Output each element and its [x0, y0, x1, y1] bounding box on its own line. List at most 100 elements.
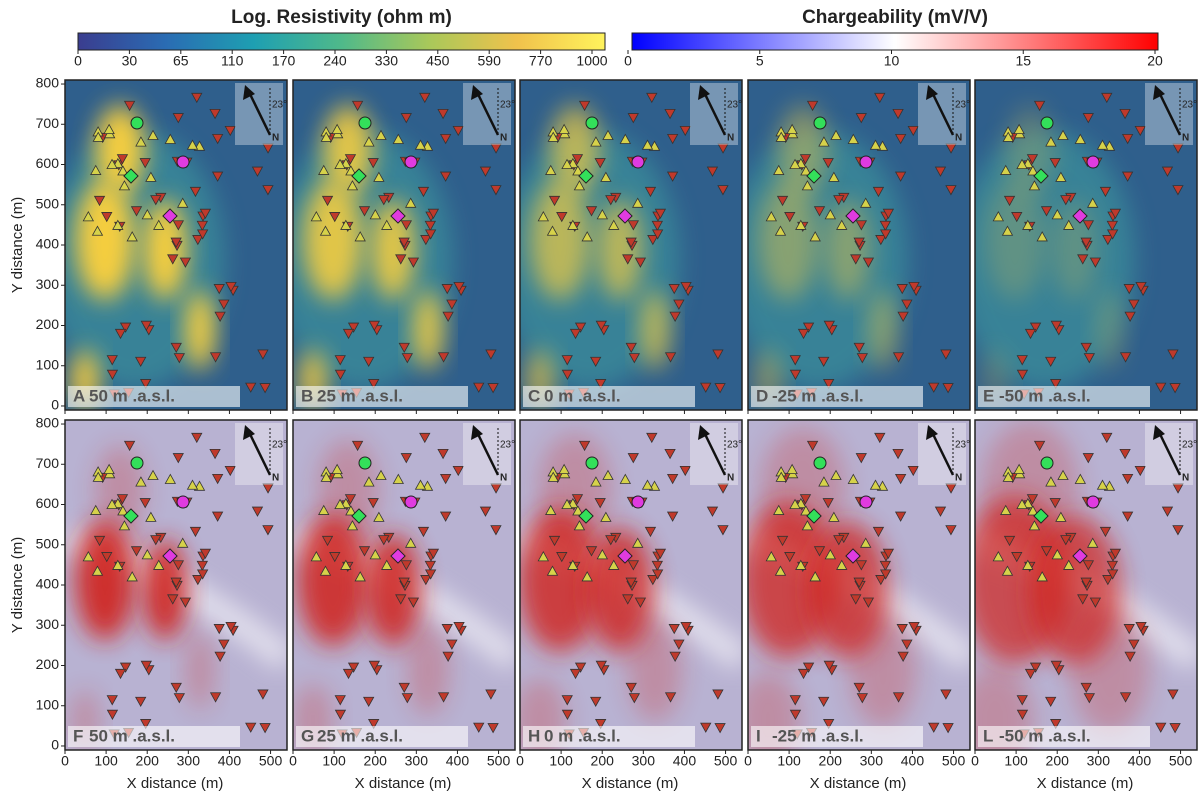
well-marker: [1041, 457, 1053, 469]
map-panel: 23° N B25 m .a.s.l.: [273, 80, 515, 410]
panel-letter: H: [528, 726, 540, 745]
north-angle: 23°: [272, 440, 287, 451]
x-tick-label: 300: [177, 753, 201, 769]
anomaly: [75, 180, 135, 300]
map-panel: 23° N D-25 m .a.s.l.: [728, 80, 970, 410]
anomaly: [530, 180, 590, 300]
x-tick-label: 400: [218, 753, 242, 769]
anomaly: [1095, 290, 1125, 370]
panel-letter: E: [983, 386, 994, 405]
panel-label: 50 m .a.s.l.: [89, 726, 175, 745]
x-tick-label: 300: [632, 753, 656, 769]
colorbar-tick-label: 15: [1015, 53, 1031, 69]
panel-label: -25 m .a.s.l.: [772, 386, 864, 405]
x-axis-label: X distance (m): [127, 775, 224, 792]
map-panel: 23°NG25 m .a.s.l.: [293, 420, 515, 756]
y-tick-label: 700: [36, 455, 60, 471]
figure: Log. Resistivity (ohm m)0306511017024033…: [0, 0, 1198, 798]
colorbar-tick-label: 170: [272, 53, 296, 69]
colorbar-tick-label: 20: [1147, 53, 1163, 69]
anomaly: [185, 290, 215, 370]
colorbar-tick-label: 0: [74, 53, 82, 69]
colorbar-title: Log. Resistivity (ohm m): [231, 7, 452, 28]
panel-label: 0 m .a.s.l.: [544, 726, 621, 745]
panel-letter: F: [73, 726, 83, 745]
y-tick-label: 800: [36, 415, 60, 431]
panel-label: 25 m .a.s.l.: [317, 386, 403, 405]
y-tick-label: 100: [36, 696, 60, 712]
y-tick-label: 600: [36, 495, 60, 511]
north-angle: 23°: [500, 440, 515, 451]
well-marker: [860, 496, 872, 508]
well-marker: [1041, 117, 1053, 129]
panel-label: 50 m .a.s.l.: [89, 386, 175, 405]
panel-letter: I: [756, 726, 761, 745]
colorbar-tick-label: 770: [529, 53, 553, 69]
y-axis-label: Y distance (m): [9, 197, 26, 293]
x-tick-label: 300: [860, 753, 884, 769]
y-tick-label: 800: [36, 75, 60, 91]
y-tick-label: 600: [36, 155, 60, 171]
anomaly: [850, 612, 916, 728]
y-axis-label: Y distance (m): [9, 537, 26, 633]
north-angle: 23°: [272, 100, 287, 111]
colorbar: [78, 33, 605, 50]
x-tick-label: 200: [364, 753, 388, 769]
map-panel: 23°NE-50 m .a.s.l.: [955, 80, 1197, 410]
x-tick-label: 0: [516, 753, 524, 769]
panel-letter: G: [301, 726, 314, 745]
panel-letter: D: [756, 386, 768, 405]
colorbar-tick-label: 450: [426, 53, 450, 69]
north-label: N: [727, 133, 734, 144]
well-marker: [632, 156, 644, 168]
anomaly: [185, 630, 215, 710]
x-tick-label: 0: [744, 753, 752, 769]
well-marker: [814, 117, 826, 129]
x-tick-label: 0: [971, 753, 979, 769]
y-tick-label: 700: [36, 115, 60, 131]
well-marker: [1087, 156, 1099, 168]
x-axis-label: X distance (m): [582, 775, 679, 792]
north-label: N: [727, 473, 734, 484]
anomaly: [758, 180, 818, 300]
x-tick-label: 500: [1169, 753, 1193, 769]
colorbar-tick-label: 0: [624, 53, 632, 69]
north-label: N: [272, 473, 279, 484]
x-tick-label: 400: [1128, 753, 1152, 769]
panel-label: -50 m .a.s.l.: [999, 386, 1091, 405]
colorbar-tick-label: 5: [756, 53, 764, 69]
colorbar-tick-label: 10: [884, 53, 900, 69]
map-panel: 23° N F 50 m .a.s.l.: [65, 420, 287, 750]
north-angle: 23°: [727, 100, 742, 111]
north-label: N: [272, 133, 279, 144]
north-label: N: [500, 133, 507, 144]
map-panel: 23°NA50 m .a.s.l.: [45, 80, 287, 410]
anomaly: [303, 180, 363, 300]
y-tick-label: 300: [36, 616, 60, 632]
x-tick-label: 100: [1004, 753, 1028, 769]
north-angle: 23°: [1182, 100, 1197, 111]
anomaly: [365, 534, 421, 646]
panel-letter: B: [301, 386, 313, 405]
x-tick-label: 0: [289, 753, 297, 769]
x-tick-label: 400: [901, 753, 925, 769]
panel-label: -25 m .a.s.l.: [772, 726, 864, 745]
panel-label: -50 m .a.s.l.: [999, 726, 1091, 745]
y-tick-label: 400: [36, 236, 60, 252]
map-panel: 23°NI-25 m .a.s.l.: [736, 420, 970, 768]
y-tick-label: 100: [36, 356, 60, 372]
x-tick-label: 500: [487, 753, 511, 769]
x-tick-label: 100: [94, 753, 118, 769]
x-axis-label: X distance (m): [1037, 775, 1134, 792]
x-tick-label: 500: [259, 753, 283, 769]
x-tick-label: 400: [446, 753, 470, 769]
north-label: N: [500, 473, 507, 484]
x-axis-label: X distance (m): [355, 775, 452, 792]
well-marker: [359, 457, 371, 469]
x-tick-label: 200: [819, 753, 843, 769]
panel-letter: L: [983, 726, 993, 745]
y-tick-label: 200: [36, 316, 60, 332]
anomaly: [407, 624, 449, 716]
x-tick-label: 0: [61, 753, 69, 769]
x-tick-label: 400: [673, 753, 697, 769]
